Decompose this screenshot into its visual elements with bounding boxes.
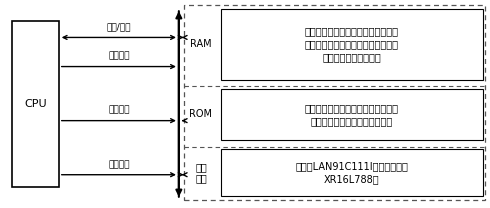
Text: 数据/地址: 数据/地址	[107, 23, 131, 32]
Bar	[220, 9, 483, 80]
Bar	[220, 89, 483, 140]
Bar	[220, 149, 483, 196]
Text: 可抹除可编程只读内存，电子式可抹
除可编程只读内存，快闪存储器: 可抹除可编程只读内存，电子式可抹 除可编程只读内存，快闪存储器	[305, 103, 398, 126]
Bar	[184, 5, 485, 200]
Text: ROM: ROM	[190, 109, 212, 119]
Text: RAM: RAM	[190, 39, 212, 49]
Text: 动态随机存取存储器，静态随机存取
存储器，同步动态随机存取存储器，
双口随机存取存储器等: 动态随机存取存储器，静态随机存取 存储器，同步动态随机存取存储器， 双口随机存取…	[305, 26, 398, 62]
Text: 以太网LAN91C111I，并口转串口
XR16L788等: 以太网LAN91C111I，并口转串口 XR16L788等	[295, 161, 408, 184]
Text: 控制信号: 控制信号	[108, 52, 129, 61]
Text: 专用
芯片: 专用 芯片	[195, 162, 207, 183]
Text: 控制信号: 控制信号	[108, 106, 129, 115]
Text: CPU: CPU	[24, 99, 47, 109]
Text: 控制信号: 控制信号	[108, 160, 129, 169]
Bar	[12, 21, 59, 187]
